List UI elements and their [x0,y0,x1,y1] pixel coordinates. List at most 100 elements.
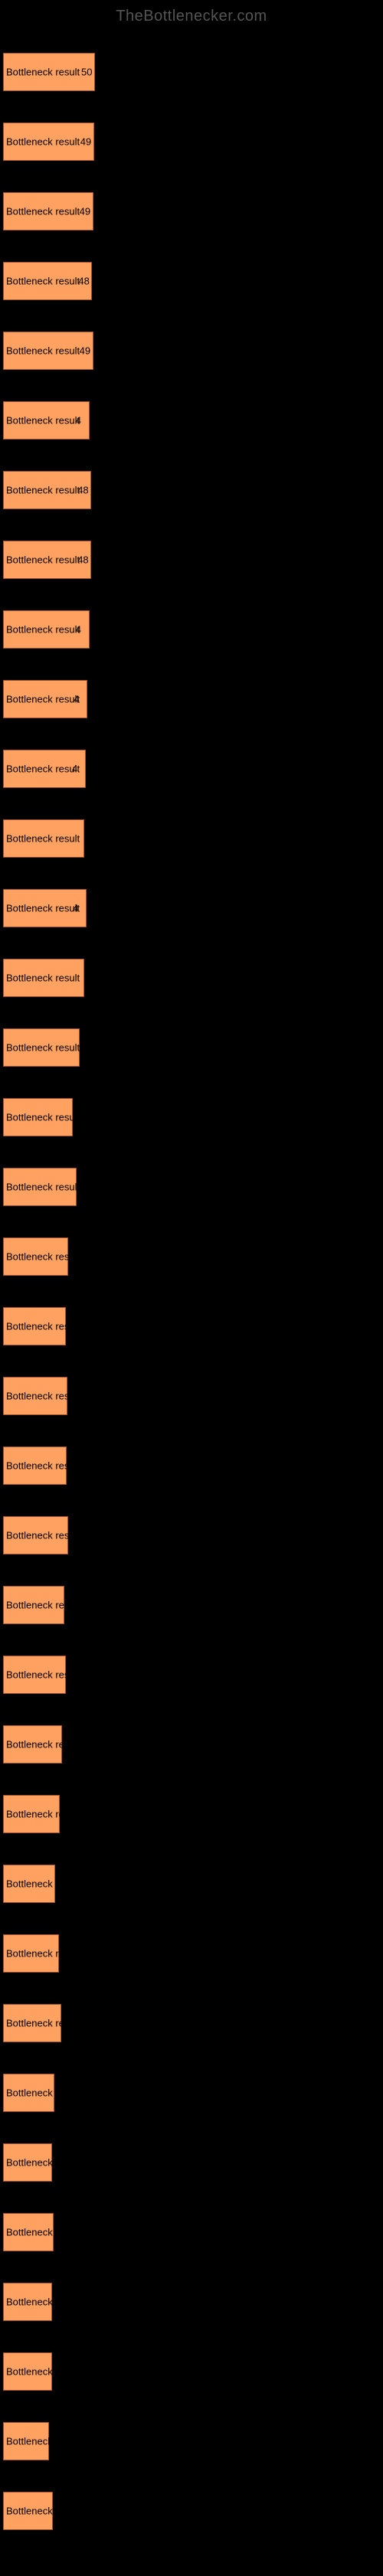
bar-wrapper: Bottleneck result [3,2143,383,2182]
bar-value-label: 49 [80,136,91,148]
bar-wrapper: Bottleneck result [3,1865,383,1903]
bar-top-label [5,246,383,259]
bar-inner-text: Bottleneck result [6,1321,80,1332]
bar-inner-text: Bottleneck result [6,1669,80,1681]
bar-group: Bottleneck result [3,2476,383,2530]
bar-wrapper: Bottleneck result [3,1237,383,1276]
bar-inner-text: Bottleneck result [6,1460,80,1472]
bar-top-label [5,1430,383,1443]
bar-wrapper: Bottleneck result [3,1656,383,1694]
bar-wrapper: Bottleneck result [3,1725,383,1764]
bar-inner-text: Bottleneck result [6,1809,80,1820]
bar-wrapper: Bottleneck result [3,819,383,858]
bar-group: Bottleneck result [3,1361,383,1415]
bar-top-label [5,385,383,398]
bar-inner-text: Bottleneck result [6,2366,80,2378]
bar-top-label [5,1849,383,1862]
bar-wrapper: Bottleneck result49 [3,123,383,161]
bar-value-label: 48 [77,485,88,496]
bar-group: Bottleneck result4 [3,664,383,718]
bar-inner-text: Bottleneck result [6,903,80,914]
bar-inner-text: Bottleneck result [6,2157,80,2169]
bar-wrapper: Bottleneck result4 [3,750,383,788]
bar-group: Bottleneck result4 [3,385,383,440]
bar-inner-text: Bottleneck result [6,1739,80,1751]
bar-inner-text: Bottleneck result [6,415,80,427]
bar-top-label [5,1361,383,1374]
bar-inner-text: Bottleneck result [6,67,80,78]
bar-wrapper: Bottleneck result [3,1377,383,1415]
bar-inner-text: Bottleneck result [6,136,80,148]
bar-inner-text: Bottleneck result [6,1878,80,1890]
bar-group: Bottleneck result [3,2336,383,2391]
bar-wrapper: Bottleneck result [3,2352,383,2391]
bar-inner-text: Bottleneck result [6,833,80,845]
bar-group: Bottleneck result [3,2267,383,2321]
bar-wrapper: Bottleneck result [3,2492,383,2530]
bar-top-label [5,1500,383,1513]
bar-group: Bottleneck result [3,1291,383,1345]
bar-group: Bottleneck result4 [3,734,383,788]
bar-value-label: 4 [74,694,79,705]
bar-top-label [5,1152,383,1165]
bar-wrapper: Bottleneck result [3,1795,383,1833]
bar-group: Bottleneck result [3,1639,383,1694]
bar-top-label [5,2058,383,2071]
bar-inner-text: Bottleneck result [6,2087,80,2099]
bar-group: Bottleneck result48 [3,525,383,579]
bar-top-label [5,2127,383,2140]
bar-wrapper: Bottleneck result [3,2213,383,2251]
bar-group: Bottleneck result49 [3,315,383,370]
bar-wrapper: Bottleneck result [3,1307,383,1345]
bar-top-label [5,1918,383,1931]
bar-value-label: 4 [76,624,81,636]
bar-inner-text: Bottleneck result [6,1948,80,1960]
bar-inner-text: Bottleneck result [6,485,80,496]
bottleneck-bar-chart: Bottleneck result50Bottleneck result49Bo… [0,37,383,2530]
bar-group: Bottleneck result [3,943,383,997]
bar-group: Bottleneck result [3,1012,383,1067]
bar-inner-text: Bottleneck result [6,1600,80,1611]
bar-top-label [5,1988,383,2001]
bar-top-label [5,1221,383,1234]
bar-group: Bottleneck result50 [3,37,383,91]
bar-wrapper: Bottleneck result49 [3,332,383,370]
bar-inner-text: Bottleneck result [6,554,80,566]
bar-wrapper: Bottleneck result50 [3,53,383,91]
bar-inner-text: Bottleneck result [6,694,80,705]
bar-group: Bottleneck result [3,1221,383,1276]
bar-group: Bottleneck result [3,1918,383,1973]
bar-group: Bottleneck result4 [3,873,383,927]
bar-group: Bottleneck result49 [3,106,383,161]
bar-group: Bottleneck result [3,2058,383,2112]
bar-wrapper: Bottleneck result [3,1447,383,1485]
bar-group: Bottleneck result [3,803,383,858]
bar-top-label [5,455,383,468]
watermark-text: TheBottlenecker.com [0,8,383,25]
bar-top-label [5,1291,383,1304]
bar-wrapper: Bottleneck result4 [3,680,383,718]
bar-value-label: 4 [76,415,81,427]
bar-top-label [5,873,383,886]
bar-inner-text: Bottleneck result [6,1251,80,1263]
bar-inner-text: Bottleneck result [6,624,80,636]
bar-wrapper: Bottleneck result [3,1934,383,1973]
bar-top-label [5,803,383,816]
bar-inner-text: Bottleneck result [6,973,80,984]
bar-top-label [5,943,383,956]
bar-group: Bottleneck result48 [3,455,383,509]
bar-inner-text: Bottleneck result [6,2436,80,2447]
bar-wrapper: Bottleneck result [3,1168,383,1206]
bar-group: Bottleneck result [3,2197,383,2251]
bar-group: Bottleneck result [3,1430,383,1485]
bar-group: Bottleneck result [3,1709,383,1764]
bar-inner-text: Bottleneck result [6,2506,80,2517]
bar-inner-text: Bottleneck result [6,276,80,287]
bar-group: Bottleneck result [3,1779,383,1833]
bar-group: Bottleneck result4 [3,594,383,649]
bar-group: Bottleneck result [3,1500,383,1554]
bar-value-label: 4 [72,763,77,775]
bar-wrapper: Bottleneck result4 [3,889,383,927]
bar-group: Bottleneck result [3,2406,383,2460]
bar-top-label [5,2197,383,2210]
